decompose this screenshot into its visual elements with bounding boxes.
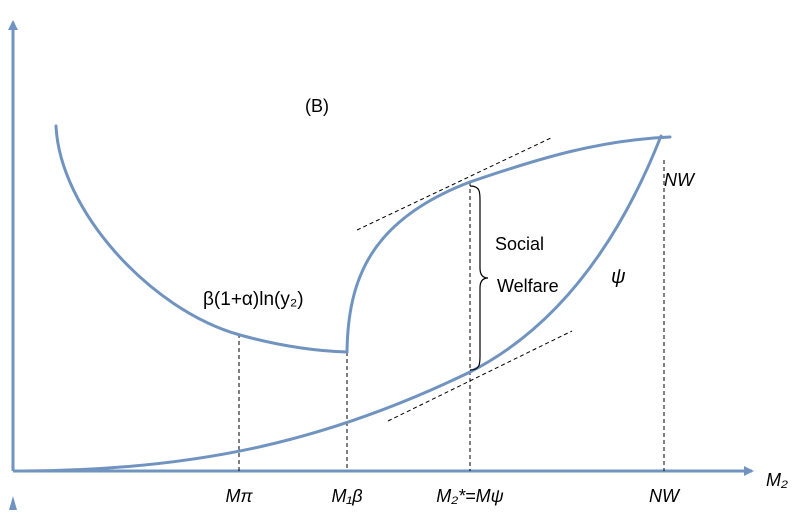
- tick-label-nw: NW: [649, 486, 681, 506]
- social-welfare-brace: [469, 185, 489, 371]
- panel-label: (B): [305, 96, 329, 116]
- nw-top-label: NW: [664, 170, 696, 190]
- welfare-label: Welfare: [497, 276, 559, 296]
- lower-arrow-stub: [9, 496, 17, 510]
- lower-tangent-line: [387, 330, 573, 422]
- tick-label-m2-star: M₂*=Mψ: [436, 486, 503, 506]
- x-axis-label: M₂: [766, 470, 788, 490]
- upper-concave-curve: [345, 135, 672, 354]
- upper-tangent-line: [356, 136, 554, 231]
- psi-curve: [23, 134, 663, 473]
- social-label: Social: [495, 234, 544, 254]
- left-u-curve: [54, 124, 349, 354]
- tick-label-m-pi: Mπ: [225, 486, 253, 506]
- tick-label-m1-beta: M₁β: [332, 486, 363, 506]
- left-curve-label: β(1+α)ln(y₂): [203, 289, 304, 310]
- psi-label: ψ: [611, 266, 626, 288]
